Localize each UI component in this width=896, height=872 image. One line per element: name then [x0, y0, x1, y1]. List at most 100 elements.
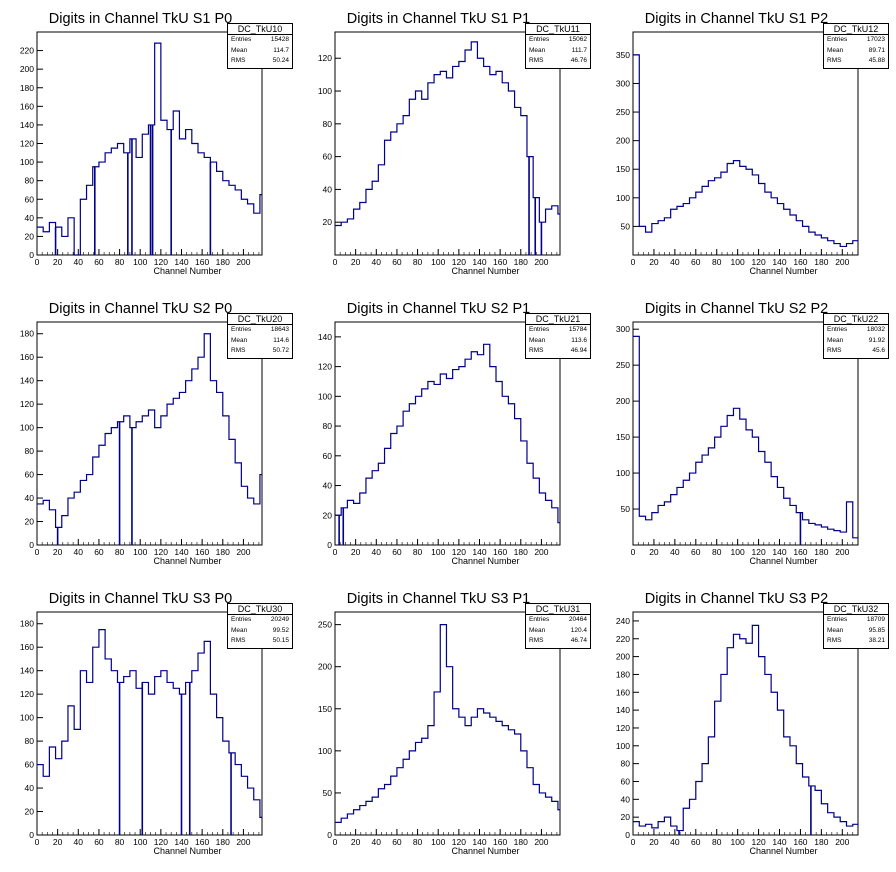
stats-value: 114.6	[273, 336, 289, 344]
stats-key: RMS	[827, 347, 842, 355]
x-tick-label: 200	[835, 257, 849, 267]
stats-box-name: DC_TkU30	[228, 604, 292, 615]
stats-key: RMS	[231, 347, 246, 355]
histogram-title: Digits in Channel TkU S2 P1	[346, 301, 531, 317]
x-tick-label: 60	[392, 837, 402, 847]
x-tick-label: 0	[333, 547, 338, 557]
x-tick-label: 40	[74, 837, 84, 847]
stats-value: 45.88	[868, 57, 885, 65]
x-axis-label: Channel Number	[451, 266, 519, 276]
y-tick-label: 40	[25, 213, 35, 223]
x-tick-label: 140	[772, 837, 786, 847]
histogram-line	[37, 629, 262, 818]
y-tick-label: 40	[323, 184, 333, 194]
stats-key: Entries	[231, 616, 252, 623]
x-tick-label: 200	[835, 547, 849, 557]
stats-key: Entries	[827, 36, 848, 43]
plot-frame	[334, 31, 561, 256]
x-tick-label: 160	[493, 837, 507, 847]
x-axis-label: Channel Number	[749, 846, 817, 856]
histogram-plot: 0 20 40 60 80 100 120 140 160 180 200 50 100 150 200 25…	[616, 31, 859, 276]
y-tick-label: 150	[616, 432, 630, 442]
y-tick-label: 0	[29, 540, 34, 550]
stats-box-name: DC_TkU10	[228, 24, 292, 35]
stats-box: DC_TkU20 Entries 18643 Mean 114.6 RMS 50.72	[227, 313, 293, 359]
x-axis-label: Channel Number	[153, 266, 221, 276]
y-tick-label: 140	[616, 705, 630, 715]
y-tick-label: 250	[318, 620, 332, 630]
y-tick-label: 60	[25, 194, 35, 204]
y-tick-label: 80	[25, 446, 35, 456]
stats-box: DC_TkU32 Entries 18709 Mean 95.85 RMS 38.21	[823, 603, 889, 649]
histogram-line	[633, 54, 858, 248]
histogram-panel: 0 20 40 60 80 100 120 140 160 180 200 50 100 150 200 25…	[596, 290, 894, 580]
stats-row-mean: Mean 95.85	[824, 626, 888, 637]
y-tick-label: 200	[20, 64, 34, 74]
y-tick-label: 160	[20, 642, 34, 652]
y-tick-label: 220	[616, 634, 630, 644]
histogram-panel: 0 20 40 60 80 100 120 140 160 180 200 0 20 40 60 80 100 1…	[0, 290, 298, 580]
y-tick-label: 140	[20, 120, 34, 130]
histogram-title: Digits in Channel TkU S1 P0	[48, 11, 233, 27]
x-tick-label: 80	[712, 837, 722, 847]
histogram-plot: 0 20 40 60 80 100 120 140 160 180 200 50 100 150 200 25…	[616, 321, 859, 566]
plot-frame	[334, 321, 561, 546]
stats-row-rms: RMS 46.94	[526, 346, 590, 357]
x-tick-label: 200	[534, 547, 548, 557]
stats-key: RMS	[827, 57, 842, 65]
stats-row-mean: Mean 120.4	[526, 626, 590, 637]
histogram-panel: 0 20 40 60 80 100 120 140 160 180 200 0 20 40 60 80 100 1…	[298, 290, 596, 580]
y-tick-label: 200	[616, 652, 630, 662]
y-tick-label: 150	[616, 164, 630, 174]
histogram-plot: 0 20 40 60 80 100 120 140 160 180 200 0 50 100 150 200 2…	[318, 611, 561, 856]
y-tick-label: 140	[318, 332, 332, 342]
y-tick-label: 120	[20, 689, 34, 699]
x-tick-label: 200	[236, 547, 250, 557]
x-tick-label: 0	[631, 837, 636, 847]
x-tick-label: 160	[793, 257, 807, 267]
stats-row-entries: Entries 15428	[228, 35, 292, 46]
stats-key: Mean	[529, 46, 546, 54]
stats-key: Mean	[231, 46, 248, 54]
plot-frame	[632, 611, 859, 836]
y-tick-label: 160	[20, 352, 34, 362]
y-tick-label: 50	[621, 221, 631, 231]
y-tick-label: 0	[29, 250, 34, 260]
x-tick-label: 120	[154, 837, 168, 847]
x-tick-label: 20	[351, 837, 361, 847]
stats-key: Entries	[231, 36, 252, 43]
x-tick-label: 180	[514, 547, 528, 557]
stats-row-entries: Entries 15062	[526, 35, 590, 46]
x-tick-label: 120	[452, 547, 466, 557]
stats-key: Entries	[827, 616, 848, 623]
y-tick-label: 40	[621, 794, 631, 804]
x-tick-label: 80	[712, 257, 722, 267]
stats-row-rms: RMS 50.24	[228, 56, 292, 67]
x-tick-label: 180	[814, 837, 828, 847]
y-tick-label: 120	[616, 723, 630, 733]
x-tick-label: 200	[236, 837, 250, 847]
stats-row-rms: RMS 45.88	[824, 56, 888, 67]
x-tick-label: 160	[195, 837, 209, 847]
x-tick-label: 120	[751, 257, 765, 267]
x-tick-label: 20	[649, 257, 659, 267]
x-tick-label: 180	[216, 837, 230, 847]
x-tick-label: 180	[814, 547, 828, 557]
y-tick-label: 0	[327, 830, 332, 840]
x-tick-label: 40	[372, 837, 382, 847]
x-tick-label: 60	[94, 837, 104, 847]
y-tick-label: 0	[29, 830, 34, 840]
y-tick-label: 40	[25, 493, 35, 503]
y-tick-label: 180	[20, 619, 34, 629]
histogram-line	[37, 333, 262, 528]
x-tick-label: 140	[174, 547, 188, 557]
x-tick-label: 80	[115, 547, 125, 557]
y-tick-label: 20	[25, 807, 35, 817]
y-tick-label: 300	[616, 78, 630, 88]
y-tick-label: 60	[25, 470, 35, 480]
stats-value: 50.15	[272, 637, 289, 645]
stats-value: 120.4	[570, 626, 587, 634]
stats-row-entries: Entries 15784	[526, 325, 590, 336]
y-tick-label: 80	[323, 119, 333, 129]
